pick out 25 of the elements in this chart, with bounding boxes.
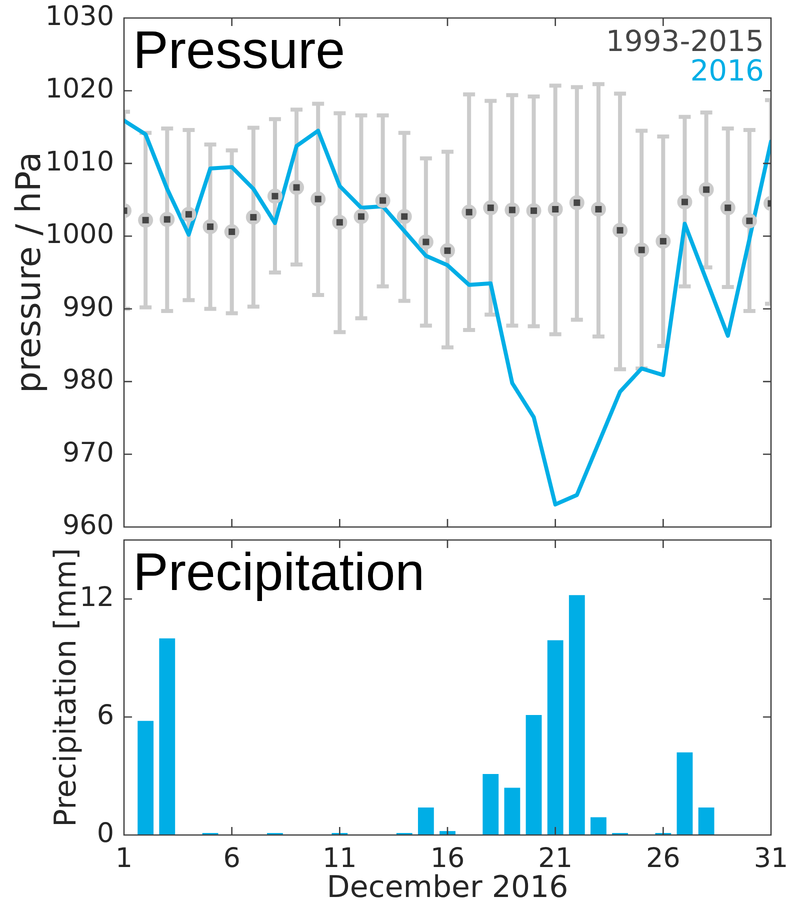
bar [526, 715, 542, 835]
x-tick-label: 1 [115, 843, 133, 874]
y-tick-label: 960 [62, 510, 114, 542]
y-tick-label: 990 [62, 292, 114, 323]
bar [418, 807, 434, 835]
chart-title: Precipitation [133, 543, 425, 602]
chart-title: Pressure [133, 21, 346, 80]
bar [590, 817, 606, 835]
bar [159, 638, 176, 835]
bar [504, 788, 520, 835]
bar [698, 807, 714, 835]
y-tick-label: 970 [62, 437, 114, 468]
x-tick-label: 31 [754, 843, 788, 874]
bar [676, 752, 693, 835]
bar [568, 595, 585, 835]
y-tick-label: 1030 [45, 1, 114, 32]
y-tick-label: 980 [62, 364, 114, 396]
x-tick-label: 26 [646, 843, 680, 874]
y-tick-label: 0 [96, 818, 114, 850]
bar [482, 774, 499, 835]
y-tick-label: 6 [96, 700, 114, 732]
x-tick-label: 6 [223, 843, 240, 874]
bar [138, 720, 154, 835]
y-tick-label: 1020 [45, 74, 114, 105]
bar [547, 640, 564, 835]
